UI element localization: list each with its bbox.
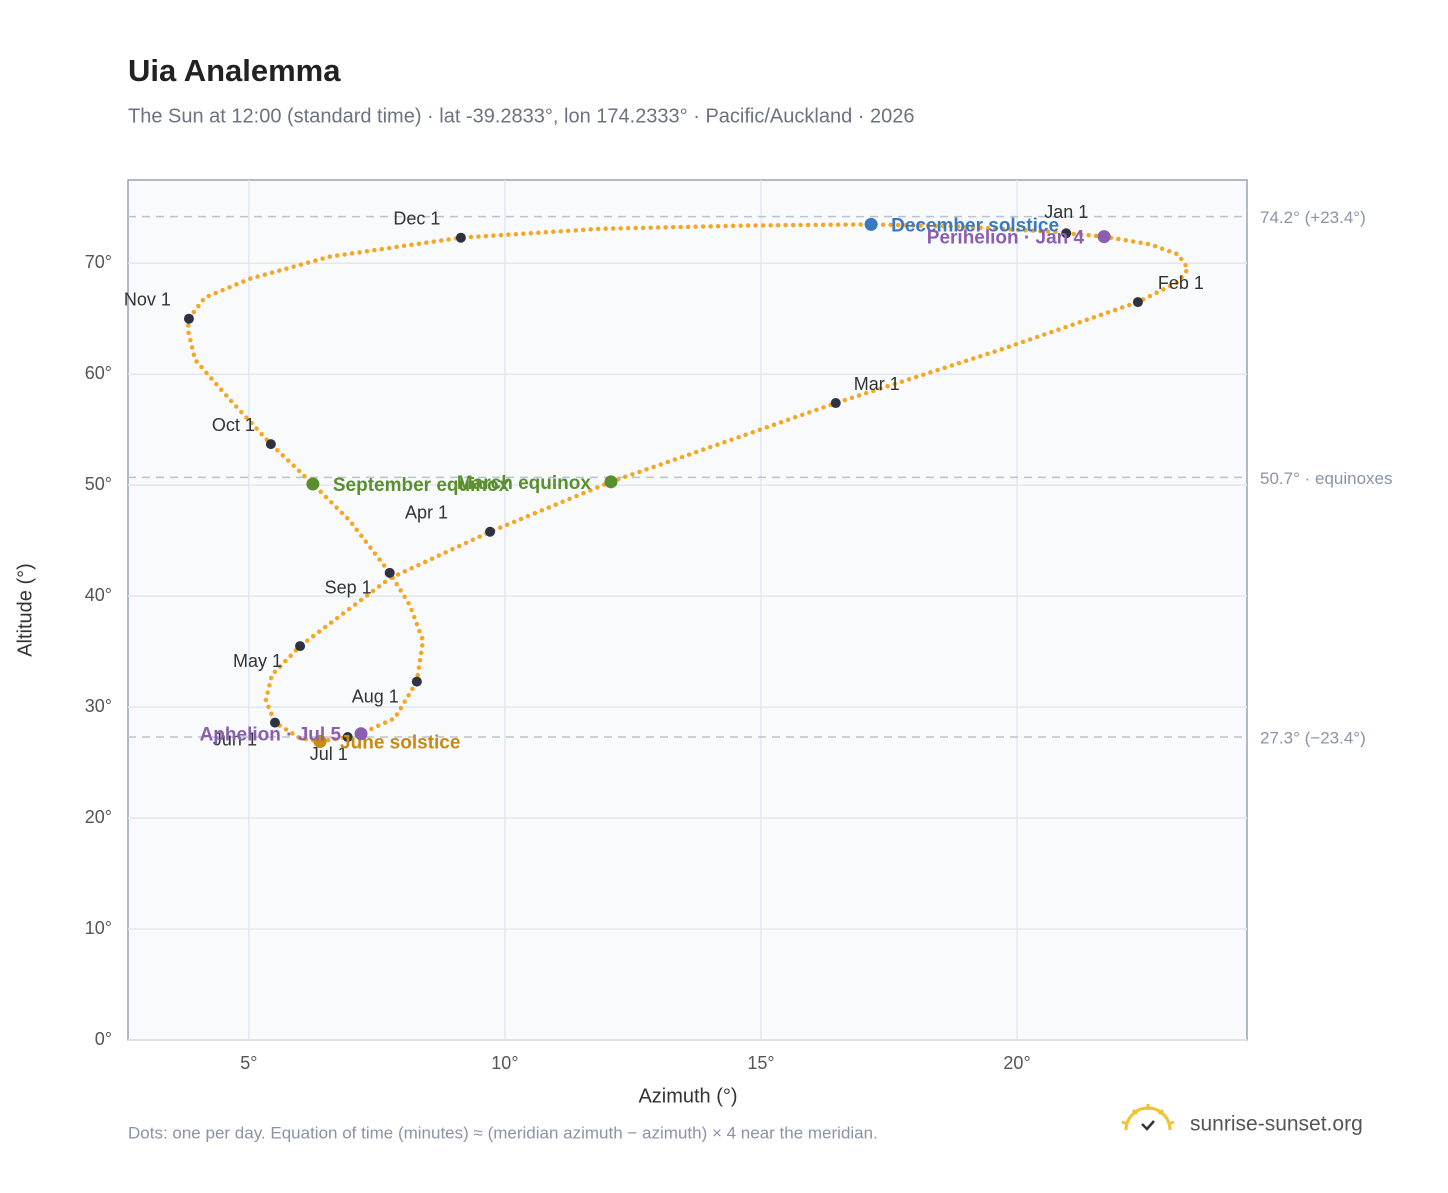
x-axis-label: Azimuth (°) [638, 1085, 737, 1107]
y-tick-label: 40° [85, 585, 112, 605]
month-marker [485, 526, 496, 537]
event-marker [864, 217, 878, 231]
event-marker [313, 734, 327, 748]
y-tick-label: 70° [85, 252, 112, 272]
reference-label: 27.3° (−23.4°) [1260, 729, 1366, 748]
month-marker [384, 567, 395, 578]
month-label: Aug 1 [352, 686, 399, 706]
month-label: Oct 1 [212, 415, 255, 435]
month-marker [269, 717, 280, 728]
chart-subtitle: The Sun at 12:00 (standard time) · lat -… [128, 105, 914, 127]
month-label: Feb 1 [1158, 273, 1204, 293]
month-marker [1132, 297, 1143, 308]
month-label: Dec 1 [393, 208, 440, 228]
event-label: June solstice [340, 733, 460, 754]
y-tick-label: 20° [85, 807, 112, 827]
month-marker [830, 398, 841, 409]
brand: sunrise-sunset.org [1190, 1113, 1363, 1136]
event-label: Perihelion · Jan 4 [927, 228, 1085, 249]
plot-area [127, 179, 1248, 1041]
y-axis-label: Altitude (°) [14, 563, 36, 657]
reference-label: 74.2° (+23.4°) [1260, 208, 1366, 227]
month-label: Mar 1 [854, 374, 900, 394]
event-marker [604, 475, 618, 489]
event-label: December solstice [891, 215, 1059, 236]
month-marker [295, 641, 306, 652]
event-marker [1097, 230, 1111, 244]
month-label: Jul 1 [310, 744, 348, 764]
month-marker [265, 439, 276, 450]
y-tick-label: 10° [85, 918, 112, 938]
y-tick-label: 30° [85, 696, 112, 716]
month-marker [1061, 228, 1072, 239]
month-label: Sep 1 [325, 578, 372, 598]
chart-title: Uia Analemma [128, 53, 341, 88]
month-label: May 1 [233, 651, 282, 671]
month-label: Jun 1 [213, 729, 257, 749]
reference-label: 50.7° · equinoxes [1260, 469, 1393, 488]
event-label: Aphelion · Jul 5 [200, 725, 342, 746]
event-marker [306, 477, 320, 491]
y-tick-label: 60° [85, 363, 112, 383]
month-label: Nov 1 [124, 289, 171, 309]
event-marker [354, 727, 368, 741]
brand-logo [1121, 1104, 1175, 1131]
analemma-dots [185, 222, 1191, 744]
month-marker [455, 232, 466, 243]
x-tick-label: 20° [1003, 1053, 1030, 1073]
x-tick-label: 10° [491, 1053, 518, 1073]
month-label: Jan 1 [1044, 202, 1088, 222]
footnote: Dots: one per day. Equation of time (min… [128, 1123, 878, 1142]
y-tick-label: 50° [85, 474, 112, 494]
month-marker [411, 676, 422, 687]
event-label: March equinox [457, 473, 592, 494]
x-tick-label: 15° [747, 1053, 774, 1073]
month-label: Apr 1 [405, 503, 448, 523]
month-marker [342, 732, 353, 743]
x-tick-label: 5° [240, 1053, 257, 1073]
event-label: September equinox [333, 475, 510, 496]
month-marker [183, 313, 194, 324]
y-tick-label: 0° [95, 1029, 112, 1049]
